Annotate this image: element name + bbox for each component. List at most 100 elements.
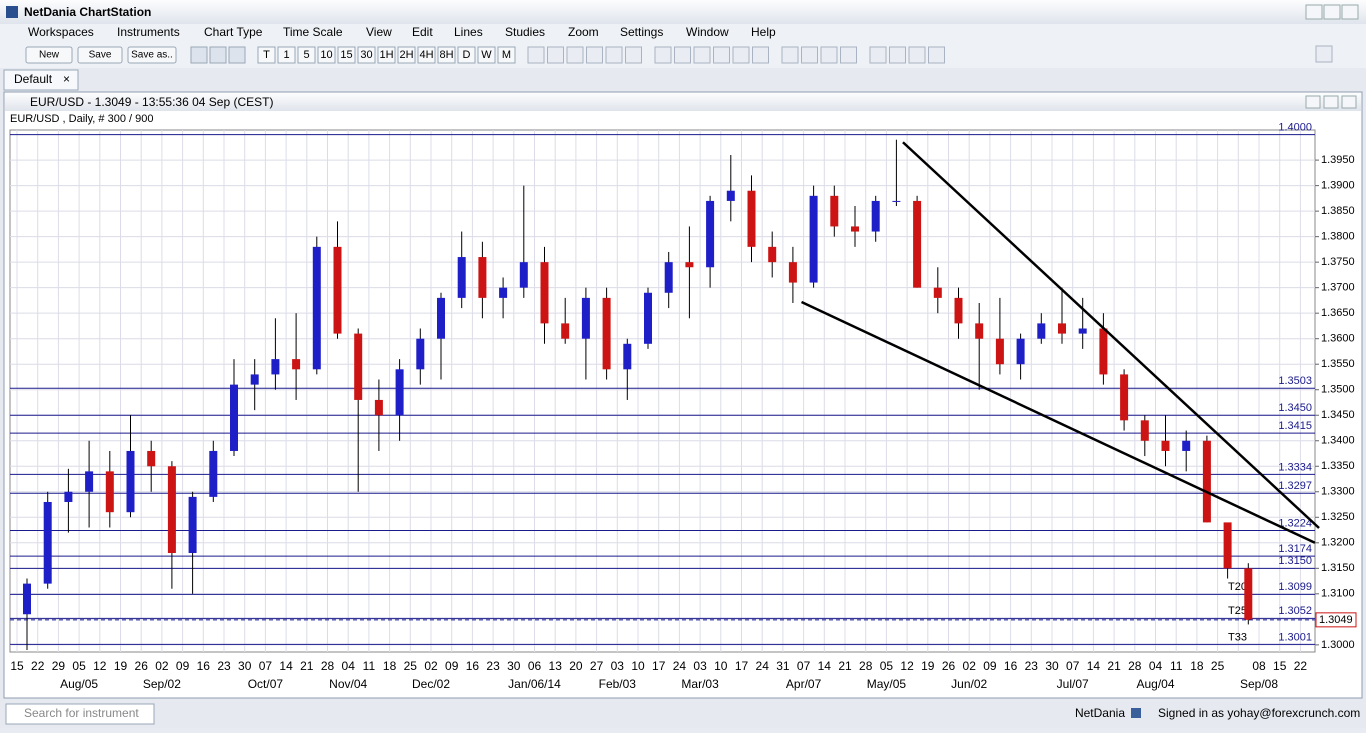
- toolbar-icon[interactable]: [732, 46, 750, 64]
- menu-item[interactable]: Time Scale: [283, 25, 343, 39]
- menu-item[interactable]: Studies: [505, 25, 545, 39]
- toolbar-icon[interactable]: [674, 46, 691, 64]
- toolbar-icon[interactable]: [869, 46, 887, 64]
- level-label: 1.3099: [1278, 581, 1312, 593]
- toolbar-icon[interactable]: [820, 46, 838, 64]
- timeframe-button[interactable]: [297, 46, 316, 64]
- timeframe-button[interactable]: [317, 46, 336, 64]
- x-tick-label: 28: [1128, 659, 1142, 673]
- search-placeholder[interactable]: Search for instrument: [24, 706, 139, 720]
- tab-close[interactable]: ×: [63, 72, 70, 86]
- menu-item[interactable]: Chart Type: [204, 25, 263, 39]
- toolbar-button[interactable]: [25, 46, 73, 64]
- toolbar-icon[interactable]: [190, 46, 208, 64]
- menu-item[interactable]: Lines: [454, 25, 483, 39]
- last-price-box: [1315, 612, 1357, 628]
- toolbar-icon[interactable]: [228, 46, 246, 64]
- toolbar-icon[interactable]: [840, 46, 857, 64]
- timeframe-label[interactable]: W: [481, 49, 492, 61]
- timeframe-button[interactable]: [277, 46, 296, 64]
- menu-item[interactable]: Zoom: [568, 25, 599, 39]
- toolbar-icon[interactable]: [547, 46, 564, 64]
- timeframe-label[interactable]: 15: [340, 49, 352, 61]
- timeframe-button[interactable]: [257, 46, 276, 64]
- toolbar-button[interactable]: [127, 46, 177, 64]
- toolbar-icon[interactable]: [527, 46, 545, 64]
- timeframe-button[interactable]: [437, 46, 456, 64]
- toolbar-icon[interactable]: [586, 46, 603, 64]
- search-box[interactable]: [5, 703, 155, 725]
- candle-body: [788, 262, 797, 283]
- x-tick-label: 02: [155, 659, 169, 673]
- timeframe-button[interactable]: [417, 46, 436, 64]
- tab[interactable]: [3, 69, 79, 91]
- timeframe-label[interactable]: 4H: [419, 49, 433, 61]
- timeframe-button[interactable]: [477, 46, 496, 64]
- toolbar-icon[interactable]: [908, 46, 926, 64]
- timeframe-button[interactable]: [457, 46, 476, 64]
- timeframe-label[interactable]: 2H: [399, 49, 413, 61]
- timeframe-label[interactable]: 8H: [439, 49, 453, 61]
- timeframe-button[interactable]: [377, 46, 396, 64]
- candle-body: [830, 195, 839, 227]
- candle-body: [726, 190, 735, 201]
- menu-item[interactable]: Window: [686, 25, 729, 39]
- menu-item[interactable]: Help: [751, 25, 776, 39]
- tab-label[interactable]: Default: [14, 72, 53, 86]
- plot-area: [9, 129, 1316, 653]
- x-tick-label: 11: [1170, 659, 1183, 673]
- candle-body: [706, 200, 715, 268]
- toolbar-icon[interactable]: [928, 46, 945, 64]
- timeframe-label[interactable]: 5: [303, 49, 309, 61]
- timeframe-button[interactable]: [357, 46, 376, 64]
- toolbar-icon[interactable]: [801, 46, 818, 64]
- toolbar-icon[interactable]: [625, 46, 642, 64]
- timeframe-label[interactable]: 10: [320, 49, 332, 61]
- toolbar-button-label[interactable]: Save as..: [131, 50, 173, 61]
- timeframe-button[interactable]: [497, 46, 516, 64]
- toolbar-icon[interactable]: [209, 46, 227, 64]
- chart-window-controls[interactable]: [1305, 95, 1357, 109]
- toolbar-icon[interactable]: [781, 46, 799, 64]
- toolbar-icon[interactable]: [752, 46, 769, 64]
- timeframe-label[interactable]: 30: [360, 49, 372, 61]
- toolbar-icon[interactable]: [713, 46, 730, 64]
- candle-body: [1202, 440, 1211, 523]
- menu-item[interactable]: Workspaces: [28, 25, 94, 39]
- menu-item[interactable]: Instruments: [117, 25, 180, 39]
- x-tick-label: 21: [838, 659, 852, 673]
- toolbar-icon[interactable]: [1315, 45, 1333, 63]
- toolbar-button-label[interactable]: Save: [89, 50, 112, 61]
- timeframe-label[interactable]: D: [463, 49, 471, 61]
- y-tick-label: 1.3950: [1321, 154, 1355, 166]
- toolbar-icon[interactable]: [605, 46, 623, 64]
- toolbar-icon[interactable]: [654, 46, 672, 64]
- toolbar-icon[interactable]: [566, 46, 584, 64]
- x-tick-label: 27: [590, 659, 604, 673]
- candle-body: [1016, 338, 1025, 365]
- toolbar-button[interactable]: [77, 46, 123, 64]
- toolbar-icon[interactable]: [693, 46, 711, 64]
- x-month-label: Aug/04: [1136, 677, 1174, 691]
- window-controls[interactable]: [1305, 4, 1359, 20]
- menu-item[interactable]: View: [366, 25, 392, 39]
- menu-item[interactable]: Settings: [620, 25, 663, 39]
- candle-body: [768, 246, 777, 263]
- y-tick-label: 1.3900: [1321, 180, 1355, 192]
- candle-body: [374, 399, 383, 416]
- toolbar-button-label[interactable]: New: [39, 50, 60, 61]
- menu-item[interactable]: Edit: [412, 25, 433, 39]
- timeframe-label[interactable]: M: [502, 49, 511, 61]
- y-tick-label: 1.3300: [1321, 486, 1355, 498]
- candle-body: [250, 374, 259, 385]
- timeframe-label[interactable]: 1H: [379, 49, 393, 61]
- x-month-label: May/05: [867, 677, 907, 691]
- timeframe-button[interactable]: [397, 46, 416, 64]
- timeframe-label[interactable]: T: [263, 49, 270, 61]
- timeframe-button[interactable]: [337, 46, 356, 64]
- toolbar-icon[interactable]: [889, 46, 906, 64]
- x-tick-label: 28: [321, 659, 335, 673]
- timeframe-label[interactable]: 1: [283, 49, 289, 61]
- candle-body: [913, 200, 922, 288]
- candle-body: [292, 359, 301, 370]
